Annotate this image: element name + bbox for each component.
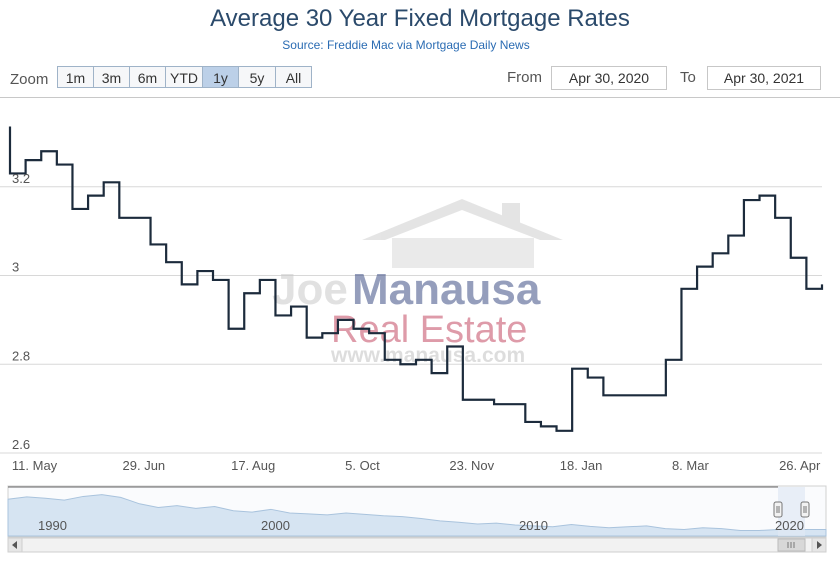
series-line [8, 126, 824, 432]
y-axis-ticks: 3.2 3 2.8 2.6 [12, 171, 30, 452]
x-tick-label: 5. Oct [345, 458, 380, 473]
y-tick-label: 3 [12, 260, 19, 275]
zoom-label: Zoom [10, 71, 49, 88]
to-date-input[interactable]: Apr 30, 2021 [707, 66, 821, 90]
x-tick-label: 18. Jan [560, 458, 603, 473]
x-tick-label: 17. Aug [231, 458, 275, 473]
zoom-1y-button[interactable]: 1y [202, 66, 239, 88]
y-tick-label: 2.8 [12, 348, 30, 363]
scrollbar-track[interactable] [7, 537, 827, 553]
navigator-year-label: 2000 [261, 518, 290, 533]
y-tick-label: 2.6 [12, 437, 30, 452]
navigator-right-handle[interactable] [800, 501, 810, 518]
arrow-left-icon [12, 541, 17, 549]
zoom-all-button[interactable]: All [275, 66, 312, 88]
x-tick-label: 26. Apr [779, 458, 821, 473]
scrollbar [7, 537, 827, 553]
from-date-input[interactable]: Apr 30, 2020 [551, 66, 667, 90]
toolbar-divider [0, 97, 840, 98]
x-tick-label: 8. Mar [672, 458, 710, 473]
zoom-ytd-button[interactable]: YTD [165, 66, 203, 88]
house-roof-icon [362, 199, 563, 240]
navigator-area [7, 494, 827, 537]
navigator: 1990 2000 2010 2020 [7, 485, 827, 538]
y-tick-label: 3.2 [12, 171, 30, 186]
zoom-6m-button[interactable]: 6m [129, 66, 166, 88]
house-wall-icon [392, 238, 534, 268]
arrow-right-icon [817, 541, 822, 549]
house-chimney-icon [502, 203, 520, 225]
x-tick-label: 23. Nov [449, 458, 494, 473]
zoom-button-group: 1m 3m 6m YTD 1y 5y All [57, 66, 312, 88]
navigator-left-handle[interactable] [773, 501, 783, 518]
from-label: From [507, 69, 542, 86]
navigator-year-label: 2020 [775, 518, 804, 533]
x-tick-label: 29. Jun [123, 458, 166, 473]
x-tick-label: 11. May [12, 458, 58, 473]
watermark-text-manausa: Manausa [352, 265, 541, 314]
x-axis-ticks: 11. May 29. Jun 17. Aug 5. Oct 23. Nov 18. Ja… [12, 458, 821, 473]
watermark-text-realestate: Real Estate [331, 309, 527, 351]
chart-title: Average 30 Year Fixed Mortgage Rates [210, 5, 630, 32]
watermark-text-url: www.manausa.com [330, 344, 525, 367]
navigator-year-label: 2010 [519, 518, 548, 533]
chart-subtitle: Source: Freddie Mac via Mortgage Daily N… [282, 38, 530, 52]
zoom-5y-button[interactable]: 5y [238, 66, 276, 88]
navigator-year-label: 1990 [38, 518, 67, 533]
watermark-logo: Joe Manausa Real Estate www.manausa.com [272, 199, 563, 367]
watermark-text-joe: Joe [272, 265, 348, 314]
to-label: To [680, 69, 696, 86]
zoom-3m-button[interactable]: 3m [93, 66, 130, 88]
